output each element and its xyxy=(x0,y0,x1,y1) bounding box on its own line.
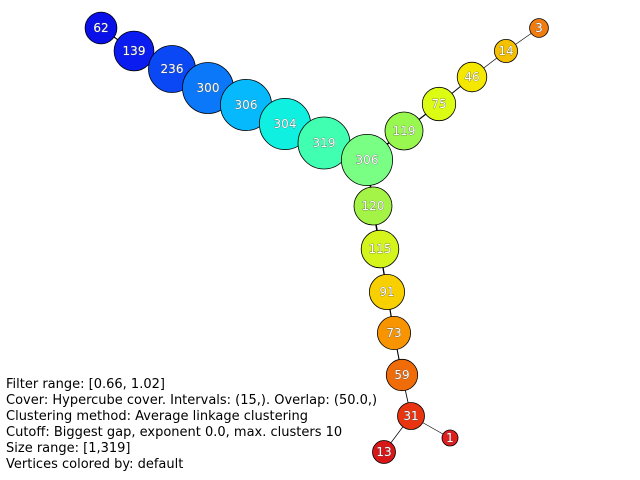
graph-node-label: 306 xyxy=(356,153,379,167)
graph-node-circle xyxy=(441,429,459,447)
graph-node-label: 14 xyxy=(498,44,513,58)
size-range-text: Size range: [1,319] xyxy=(6,441,131,456)
graph-node-circle xyxy=(376,315,411,350)
graph-node-label: 115 xyxy=(369,242,392,256)
graph-node-circle xyxy=(340,133,393,186)
graph-node: 3 xyxy=(529,18,549,38)
graph-node-circle xyxy=(385,358,419,392)
graph-node: 13 xyxy=(372,440,396,464)
graph-node-label: 46 xyxy=(464,70,479,84)
graph-node-circle xyxy=(360,229,400,269)
graph-node: 119 xyxy=(384,111,424,151)
info-panel: Filter range: [0.66, 1.02] Cover: Hyperc… xyxy=(6,377,377,473)
graph-node-label: 304 xyxy=(274,117,297,131)
vertex-color-text: Vertices colored by: default xyxy=(6,457,184,472)
graph-node-circle xyxy=(368,273,405,310)
graph-node-label: 13 xyxy=(376,445,391,459)
graph-node-label: 119 xyxy=(393,124,416,138)
graph-node-label: 120 xyxy=(362,199,385,213)
graph-node-label: 59 xyxy=(394,368,409,382)
graph-node: 236 xyxy=(148,45,196,93)
graph-node: 75 xyxy=(421,86,457,122)
graph-node: 14 xyxy=(493,39,518,64)
graph-node-circle xyxy=(84,11,118,45)
graph-node: 46 xyxy=(456,61,488,93)
graph-node-label: 3 xyxy=(535,21,543,35)
graph-node-label: 31 xyxy=(403,409,418,423)
graph-node-circle xyxy=(384,111,424,151)
filter-range-text: Filter range: [0.66, 1.02] xyxy=(6,377,165,392)
graph-node-label: 139 xyxy=(123,44,146,58)
graph-node-label: 300 xyxy=(197,81,220,95)
cover-text: Cover: Hypercube cover. Intervals: (15,)… xyxy=(6,393,378,408)
graph-node-circle xyxy=(397,402,425,430)
graph-node-circle xyxy=(372,440,396,464)
graph-node-label: 73 xyxy=(386,326,401,340)
graph-node: 306 xyxy=(340,133,393,186)
graph-node-circle xyxy=(113,30,155,72)
graph-node: 62 xyxy=(84,11,118,45)
graph-node-label: 75 xyxy=(431,97,446,111)
graph-node: 73 xyxy=(376,315,411,350)
graph-nodes: 62 139 236 300 306 304 319 306 119 75 46 14 3 120 115 9… xyxy=(84,11,549,464)
graph-node-label: 236 xyxy=(161,62,184,76)
graph-node-circle xyxy=(456,61,488,93)
graph-node: 1 xyxy=(441,429,459,447)
graph-node-circle xyxy=(529,18,549,38)
graph-node-circle xyxy=(353,186,393,226)
graph-node: 304 xyxy=(258,98,311,151)
graph-node-label: 62 xyxy=(93,21,108,35)
graph-node-circle xyxy=(493,39,518,64)
graph-node: 120 xyxy=(353,186,393,226)
graph-node-label: 319 xyxy=(313,136,336,150)
cutoff-text: Cutoff: Biggest gap, exponent 0.0, max. … xyxy=(6,425,343,440)
graph-node: 115 xyxy=(360,229,400,269)
graph-node: 139 xyxy=(113,30,155,72)
graph-node-label: 1 xyxy=(446,431,454,445)
graph-node: 91 xyxy=(368,273,405,310)
clustering-method-text: Clustering method: Average linkage clust… xyxy=(6,409,309,424)
graph-node-label: 306 xyxy=(235,98,258,112)
graph-node: 31 xyxy=(397,402,425,430)
graph-node: 59 xyxy=(385,358,419,392)
graph-node-circle xyxy=(421,86,457,122)
graph-node-label: 91 xyxy=(379,285,394,299)
